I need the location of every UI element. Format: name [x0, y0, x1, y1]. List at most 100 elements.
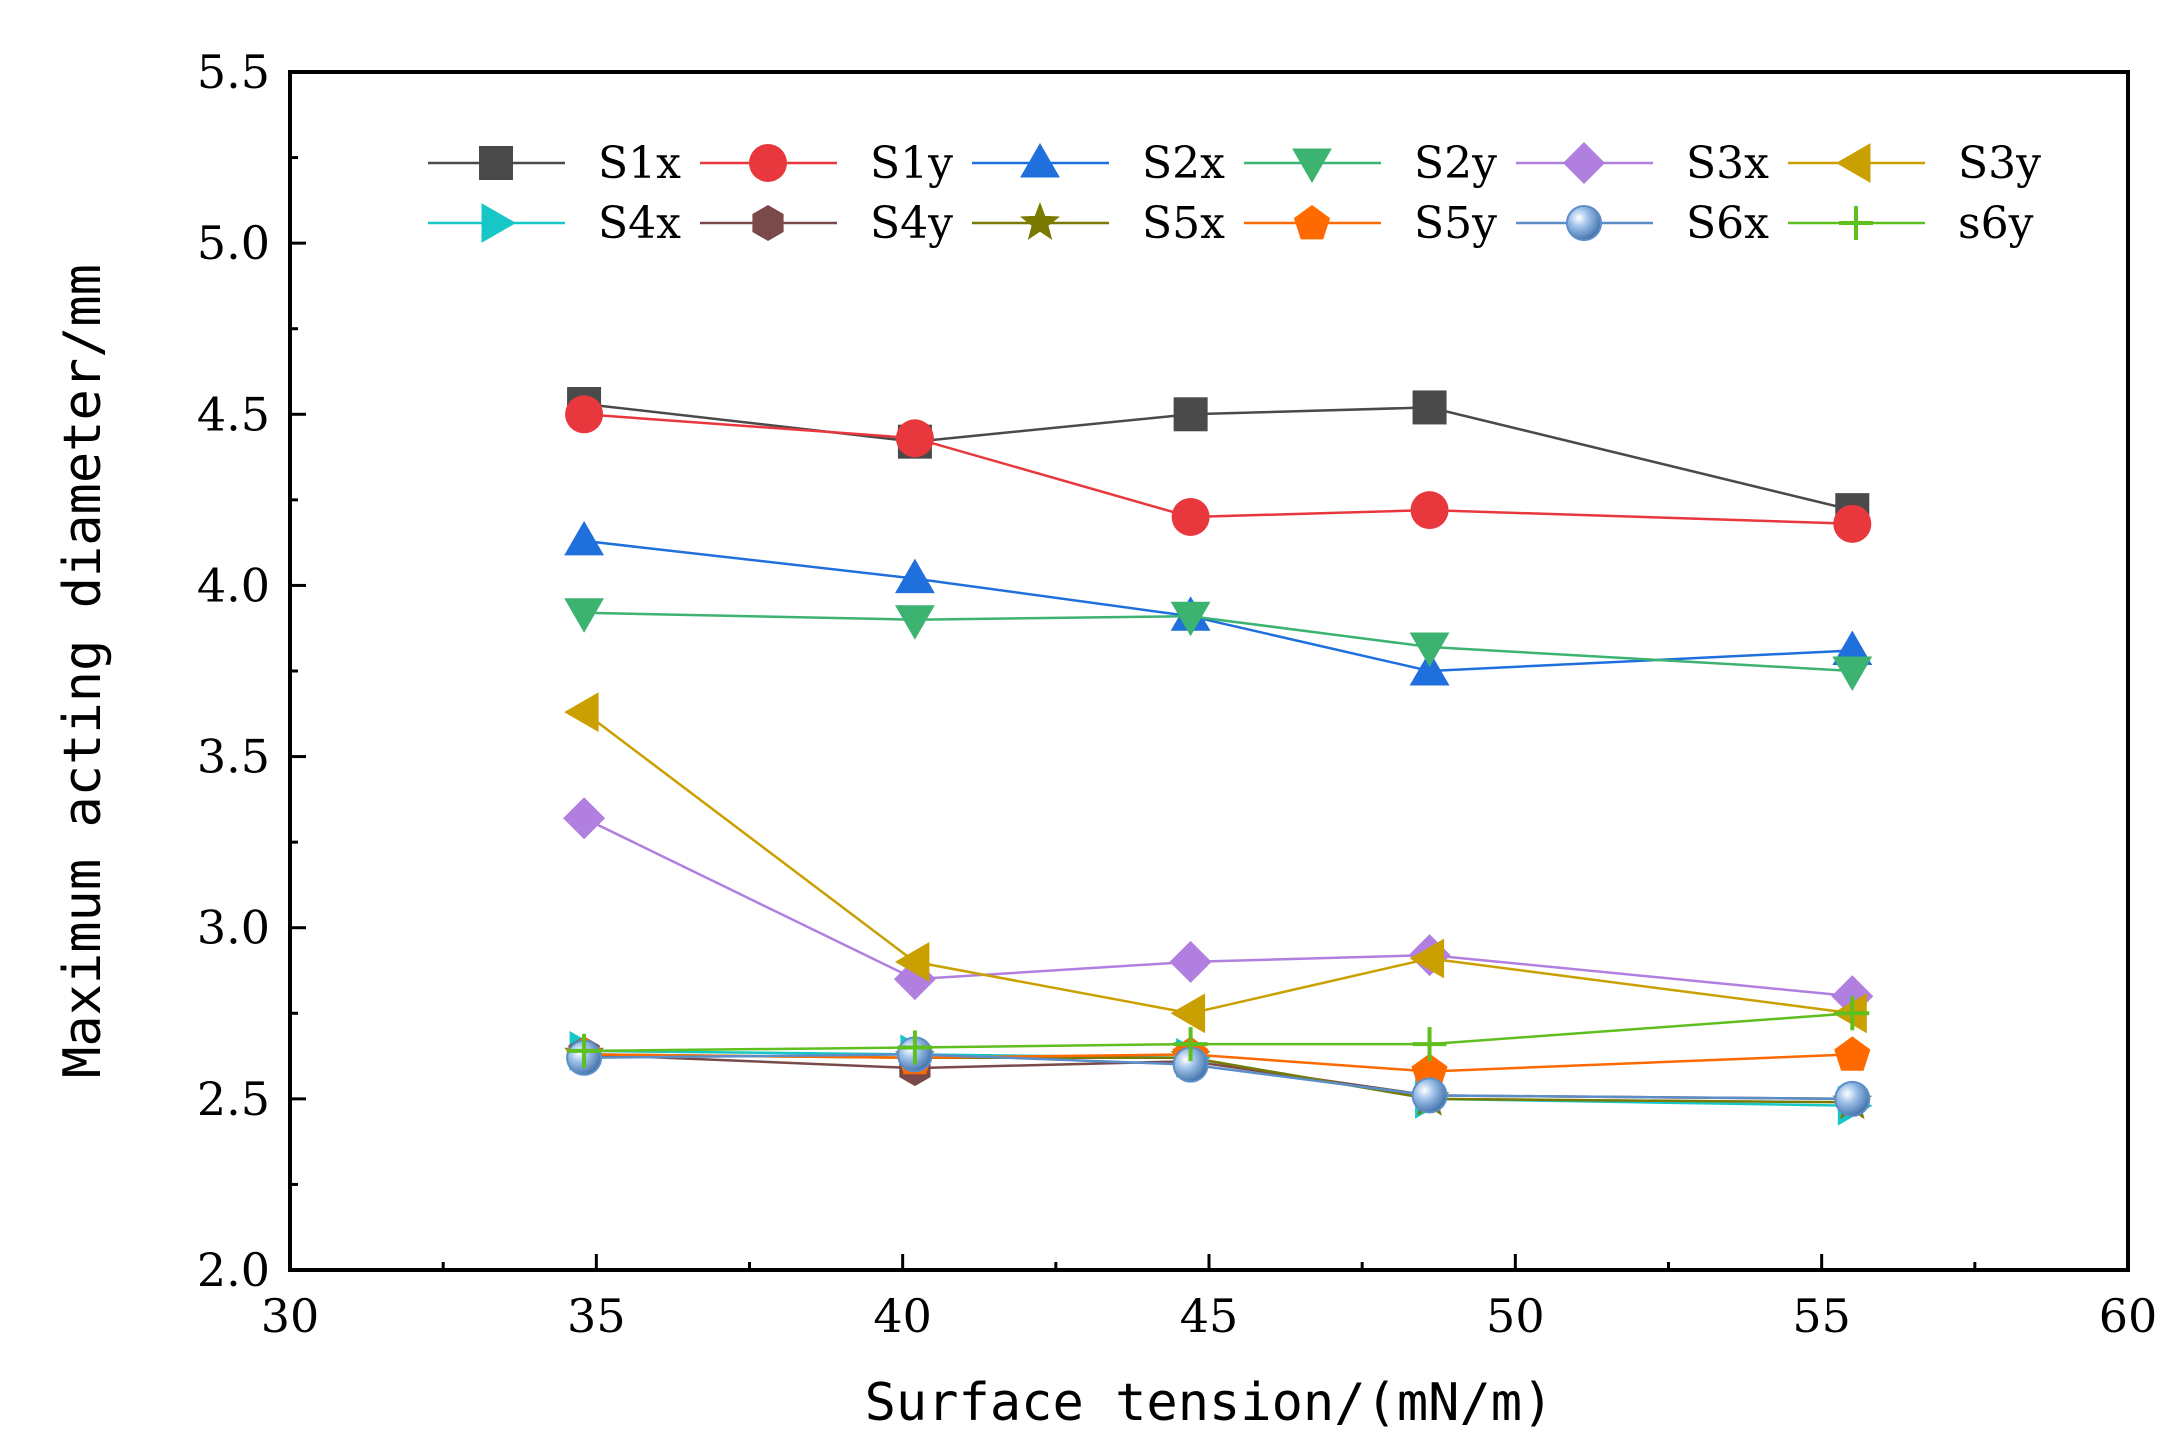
series-line-s1y: [584, 413, 1853, 526]
legend-marker-s2x: [1020, 143, 1060, 178]
data-point-s1y: [565, 395, 604, 434]
y-tick-label: 4.0: [197, 558, 270, 612]
legend-item-s5y: S5y: [1244, 198, 1497, 249]
data-point-s2y: [1409, 632, 1450, 667]
legend-label: S3y: [1958, 138, 2041, 189]
legend-marker-s3y: [1836, 143, 1871, 183]
data-point-s1y: [1833, 504, 1872, 543]
legend-label: S1x: [598, 138, 681, 189]
data-point-s3x: [563, 797, 606, 840]
legend-label: S3x: [1686, 138, 1769, 189]
data-point-s6y: [897, 1030, 932, 1065]
legend-label: S4y: [870, 198, 953, 249]
y-tick-label: 2.0: [197, 1243, 270, 1297]
legend-label: S6x: [1686, 198, 1769, 249]
data-point-s6y: [1412, 1027, 1447, 1062]
legend-marker-s3x: [1563, 142, 1605, 184]
data-point-s3y: [1170, 993, 1206, 1034]
legend-marker-s5x: [1020, 202, 1060, 240]
legend-item-s1x: S1x: [428, 138, 681, 189]
legend-label: S2y: [1414, 138, 1497, 189]
legend-marker-s6x: [1566, 205, 1602, 241]
legend-marker-s6y: [1839, 206, 1873, 240]
series-s5x: [564, 1033, 1873, 1120]
legend-item-s6x: S6x: [1516, 198, 1769, 249]
legend-marker-s1x: [479, 146, 513, 180]
legend-item-s5x: S5x: [972, 198, 1225, 249]
legend-item-s3y: S3y: [1788, 138, 2041, 189]
data-point-s1x: [1412, 390, 1447, 425]
data-point-s2x: [564, 520, 604, 556]
data-point-s1y: [1410, 491, 1449, 530]
y-tick-label: 2.5: [197, 1072, 270, 1126]
legend-item-s4y: S4y: [700, 198, 953, 249]
legend-label: s6y: [1958, 198, 2034, 249]
data-point-s2y: [1170, 601, 1211, 637]
data-point-s3y: [564, 692, 599, 732]
data-point-s5y: [1834, 1036, 1871, 1071]
data-point-s1y: [895, 419, 934, 458]
x-tick-label: 45: [1180, 1289, 1239, 1343]
series-line-s6y: [584, 1012, 1853, 1053]
legend-marker-s4x: [481, 203, 516, 243]
data-point-s2x: [1832, 630, 1873, 665]
legend-marker-s2y: [1292, 148, 1332, 183]
series-line-s1x: [583, 402, 1853, 512]
data-point-s5y: [1411, 1053, 1448, 1088]
x-tick-label: 50: [1486, 1289, 1545, 1343]
series-s3x: [563, 797, 1874, 1018]
legend-item-s2y: S2y: [1244, 138, 1497, 189]
legend-item-s2x: S2x: [972, 138, 1225, 189]
legend-marker-s5y: [1293, 205, 1331, 240]
legend-label: S2x: [1142, 138, 1225, 189]
data-point-s1x: [1173, 397, 1208, 432]
series-layer: [563, 387, 1874, 1126]
legend-marker-s1y: [749, 144, 787, 182]
series-s1y: [565, 395, 1872, 543]
x-tick-label: 30: [261, 1289, 320, 1343]
data-point-s6x: [1834, 1080, 1871, 1117]
x-axis-title: Surface tension/(mN/m): [865, 1373, 1554, 1433]
series-line-s3x: [583, 817, 1853, 998]
legend-item-s3x: S3x: [1516, 138, 1769, 189]
y-tick-label: 5.0: [197, 216, 270, 270]
series-s3y: [564, 692, 1867, 1034]
data-point-s2x: [895, 558, 935, 594]
legend-label: S5y: [1414, 198, 1497, 249]
x-tick-label: 55: [1792, 1289, 1851, 1343]
data-point-s2x: [1409, 651, 1450, 686]
data-point-s6y: [1835, 996, 1870, 1031]
x-tick-label: 60: [2099, 1289, 2158, 1343]
legend-label: S4x: [598, 198, 681, 249]
legend-label: S1y: [870, 138, 953, 189]
y-axis-title: Maximum acting diameter/mm: [53, 264, 113, 1078]
data-point-s6y: [1173, 1027, 1208, 1062]
data-point-s6y: [567, 1033, 602, 1068]
series-s2y: [564, 598, 1873, 691]
axis-ticks: [288, 70, 2130, 1272]
series-s6y: [567, 996, 1870, 1068]
x-tick-label: 40: [873, 1289, 932, 1343]
data-point-s2y: [1832, 656, 1873, 691]
series-line-s3y: [583, 711, 1853, 1015]
legend-marker-s4y: [752, 205, 784, 241]
y-tick-label: 5.5: [197, 45, 270, 99]
data-point-s3y: [894, 942, 930, 982]
data-point-s3x: [1169, 940, 1212, 983]
legend-item-s6y: s6y: [1788, 198, 2034, 249]
data-point-s6x: [1411, 1077, 1448, 1114]
data-point-s3y: [1409, 938, 1445, 979]
legend-item-s4x: S4x: [428, 198, 681, 249]
y-tick-label: 3.0: [197, 901, 270, 955]
data-point-s2y: [564, 598, 604, 633]
legend: S1x S1y S2x S2y S3x S3y S4x S4y S5x S5y S6x s6y: [428, 138, 2041, 249]
legend-label: S5x: [1142, 198, 1225, 249]
y-tick-label: 3.5: [197, 730, 270, 784]
x-tick-label: 35: [567, 1289, 626, 1343]
data-point-s2y: [895, 605, 935, 640]
legend-item-s1y: S1y: [700, 138, 953, 189]
series-line-s2x: [583, 539, 1853, 673]
axis-tick-labels: 30 35 40 45 50 55 60 2.0 2.5 3.0 3.5 4.0 4.5 5.0 5.5: [197, 45, 2157, 1343]
series-s1x: [567, 387, 1870, 528]
